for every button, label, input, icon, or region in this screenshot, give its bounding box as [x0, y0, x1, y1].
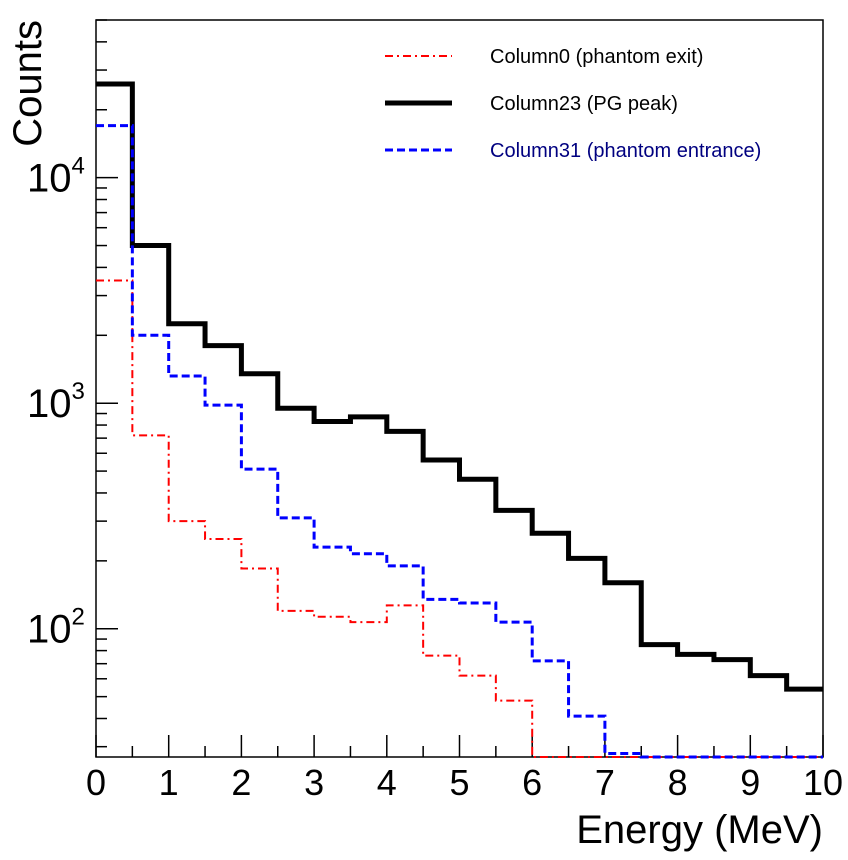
x-axis: 0 1 2 3 4 5 6 7 8 9 10 — [86, 735, 843, 803]
x-tick-label: 9 — [740, 762, 760, 803]
series-line-1 — [96, 81, 823, 692]
legend-label-column31: Column31 (phantom entrance) — [490, 140, 761, 162]
y-tick-exponent: 3 — [72, 378, 85, 405]
x-tick-label: 8 — [668, 762, 688, 803]
y-tick-label: 103 — [27, 378, 85, 426]
series-line-2 — [96, 124, 823, 759]
y-tick-base: 10 — [27, 608, 72, 652]
x-tick-label: 10 — [803, 762, 843, 803]
y-tick-exponent: 2 — [72, 604, 85, 631]
plot-frame — [95, 19, 824, 758]
x-tick-label: 5 — [449, 762, 469, 803]
y-tick-base: 10 — [27, 157, 72, 201]
y-tick-base: 10 — [27, 382, 72, 426]
x-tick-label: 3 — [304, 762, 324, 803]
x-axis-title: Energy (MeV) — [576, 808, 823, 852]
x-tick-label: 7 — [595, 762, 615, 803]
y-tick-exponent: 4 — [72, 153, 85, 180]
y-tick-label: 102 — [27, 604, 85, 652]
series-layer — [96, 81, 823, 759]
legend-label-column0: Column0 (phantom exit) — [490, 46, 703, 68]
x-tick-label: 6 — [522, 762, 542, 803]
x-tick-label: 2 — [231, 762, 251, 803]
legend: Column0 (phantom exit) Column23 (PG peak… — [385, 46, 761, 162]
x-tick-label: 4 — [377, 762, 397, 803]
x-tick-label: 1 — [159, 762, 179, 803]
x-tick-label: 0 — [86, 762, 106, 803]
legend-label-column23: Column23 (PG peak) — [490, 93, 678, 115]
y-axis-title: Counts — [6, 20, 50, 147]
series-line-0 — [96, 279, 823, 758]
y-tick-label: 104 — [27, 153, 85, 201]
